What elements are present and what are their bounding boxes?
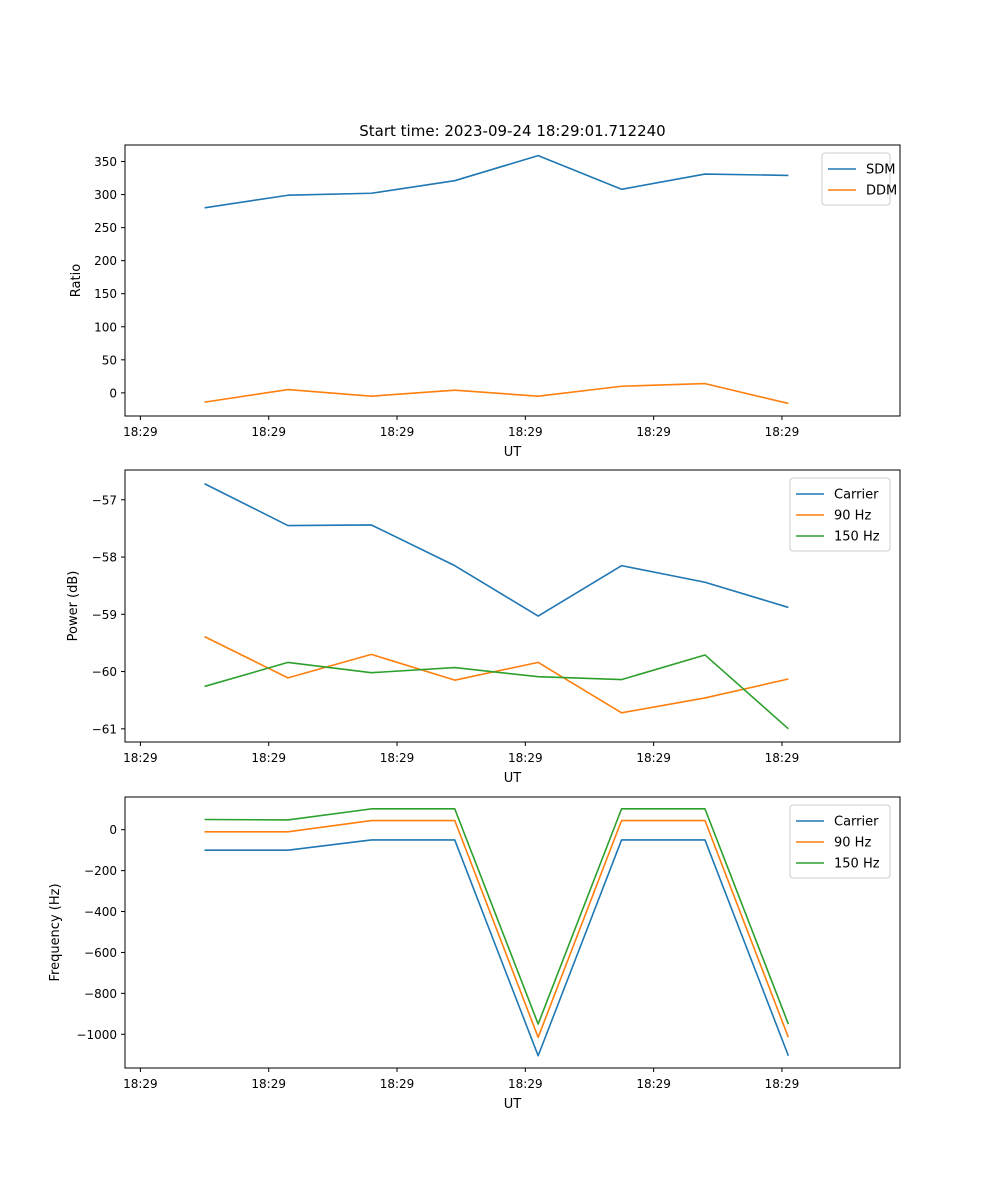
power-legend-box bbox=[789, 477, 891, 552]
ratio-y-tick-label: 150 bbox=[94, 287, 117, 301]
ratio-y-tick-label: 50 bbox=[102, 353, 117, 367]
ratio-y-tick-label: 0 bbox=[109, 386, 117, 400]
power-x-tick-label: 18:29 bbox=[508, 751, 543, 765]
ratio-x-tick-label: 18:29 bbox=[123, 425, 158, 439]
ratio-y-tick-label: 350 bbox=[94, 155, 117, 169]
ratio-y-axis-label: Ratio bbox=[69, 264, 84, 297]
frequency-panel: UT Frequency (Hz) 18:29 18:29 18:29 18:29 18… bbox=[48, 796, 901, 1112]
frequency-legend: Carrier 90 Hz 150 Hz bbox=[789, 804, 891, 879]
power-axes-frame bbox=[124, 469, 901, 743]
ratio-x-tick-label: 18:29 bbox=[508, 425, 543, 439]
frequency-y-tick-label: −600 bbox=[84, 946, 117, 960]
ratio-chart-title: Start time: 2023-09-24 18:29:01.712240 bbox=[359, 122, 665, 140]
power-series-90-hz-line bbox=[204, 635, 789, 714]
frequency-axes-frame bbox=[124, 796, 901, 1069]
power-y-tick-label: −57 bbox=[92, 493, 117, 507]
frequency-y-tick-label: −400 bbox=[84, 905, 117, 919]
ratio-legend-label-sdm: SDM bbox=[866, 163, 895, 178]
frequency-x-tick-label: 18:29 bbox=[380, 1077, 415, 1091]
power-panel: UT Power (dB) 18:29 18:29 18:29 18:29 18:29 1… bbox=[66, 469, 901, 786]
frequency-x-tick-label: 18:29 bbox=[251, 1077, 286, 1091]
frequency-y-axis-label: Frequency (Hz) bbox=[48, 883, 63, 981]
frequency-x-axis-label: UT bbox=[504, 1097, 522, 1112]
frequency-legend-label-carrier: Carrier bbox=[834, 815, 879, 830]
ratio-y-tick-label: 200 bbox=[94, 254, 117, 268]
power-x-tick-label: 18:29 bbox=[636, 751, 671, 765]
power-y-tick-label: −58 bbox=[92, 551, 117, 565]
frequency-y-tick-label: −1000 bbox=[76, 1028, 117, 1042]
frequency-legend-label-90-hz: 90 Hz bbox=[834, 836, 871, 851]
power-series-carrier-line bbox=[204, 483, 789, 617]
frequency-series-carrier-line bbox=[204, 839, 790, 1057]
ratio-x-tick-label: 18:29 bbox=[765, 425, 800, 439]
ratio-panel: Start time: 2023-09-24 18:29:01.712240 U… bbox=[69, 122, 901, 460]
power-x-tick-label: 18:29 bbox=[251, 751, 286, 765]
frequency-series-90-hz-line bbox=[204, 819, 790, 1039]
frequency-x-tick-label: 18:29 bbox=[765, 1077, 800, 1091]
ratio-legend-label-ddm: DDM bbox=[866, 184, 897, 199]
ratio-x-tick-label: 18:29 bbox=[380, 425, 415, 439]
ratio-y-tick-label: 300 bbox=[94, 188, 117, 202]
frequency-x-tick-label: 18:29 bbox=[123, 1077, 158, 1091]
ratio-series-ddm-line bbox=[204, 382, 789, 405]
power-x-axis-label: UT bbox=[504, 771, 522, 786]
frequency-legend-label-150-hz: 150 Hz bbox=[834, 857, 880, 872]
power-legend-label-90-hz: 90 Hz bbox=[834, 509, 871, 524]
power-y-tick-label: −61 bbox=[92, 722, 117, 736]
ratio-axes-frame bbox=[124, 144, 901, 417]
ratio-x-tick-label: 18:29 bbox=[636, 425, 671, 439]
power-legend-label-150-hz: 150 Hz bbox=[834, 530, 880, 545]
power-y-tick-label: −59 bbox=[92, 608, 117, 622]
power-x-tick-label: 18:29 bbox=[380, 751, 415, 765]
ratio-x-axis-label: UT bbox=[504, 445, 522, 460]
frequency-x-tick-label: 18:29 bbox=[636, 1077, 671, 1091]
ratio-legend-box bbox=[821, 152, 891, 206]
frequency-legend-box bbox=[789, 804, 891, 879]
ratio-y-tick-label: 250 bbox=[94, 221, 117, 235]
frequency-y-tick-label: 0 bbox=[109, 823, 117, 837]
power-legend-label-carrier: Carrier bbox=[834, 488, 879, 503]
ratio-legend: SDM DDM bbox=[821, 152, 897, 206]
ratio-series-sdm-line bbox=[204, 154, 789, 209]
ratio-y-tick-label: 100 bbox=[94, 320, 117, 334]
ratio-x-tick-label: 18:29 bbox=[251, 425, 286, 439]
power-series-150-hz-line bbox=[204, 654, 789, 730]
frequency-x-tick-label: 18:29 bbox=[508, 1077, 543, 1091]
frequency-y-tick-label: −800 bbox=[84, 987, 117, 1001]
power-y-tick-label: −60 bbox=[92, 665, 117, 679]
power-x-tick-label: 18:29 bbox=[123, 751, 158, 765]
power-legend: Carrier 90 Hz 150 Hz bbox=[789, 477, 891, 552]
frequency-y-tick-label: −200 bbox=[84, 864, 117, 878]
frequency-series-150-hz-line bbox=[204, 808, 790, 1025]
power-x-tick-label: 18:29 bbox=[765, 751, 800, 765]
power-y-axis-label: Power (dB) bbox=[66, 571, 81, 642]
